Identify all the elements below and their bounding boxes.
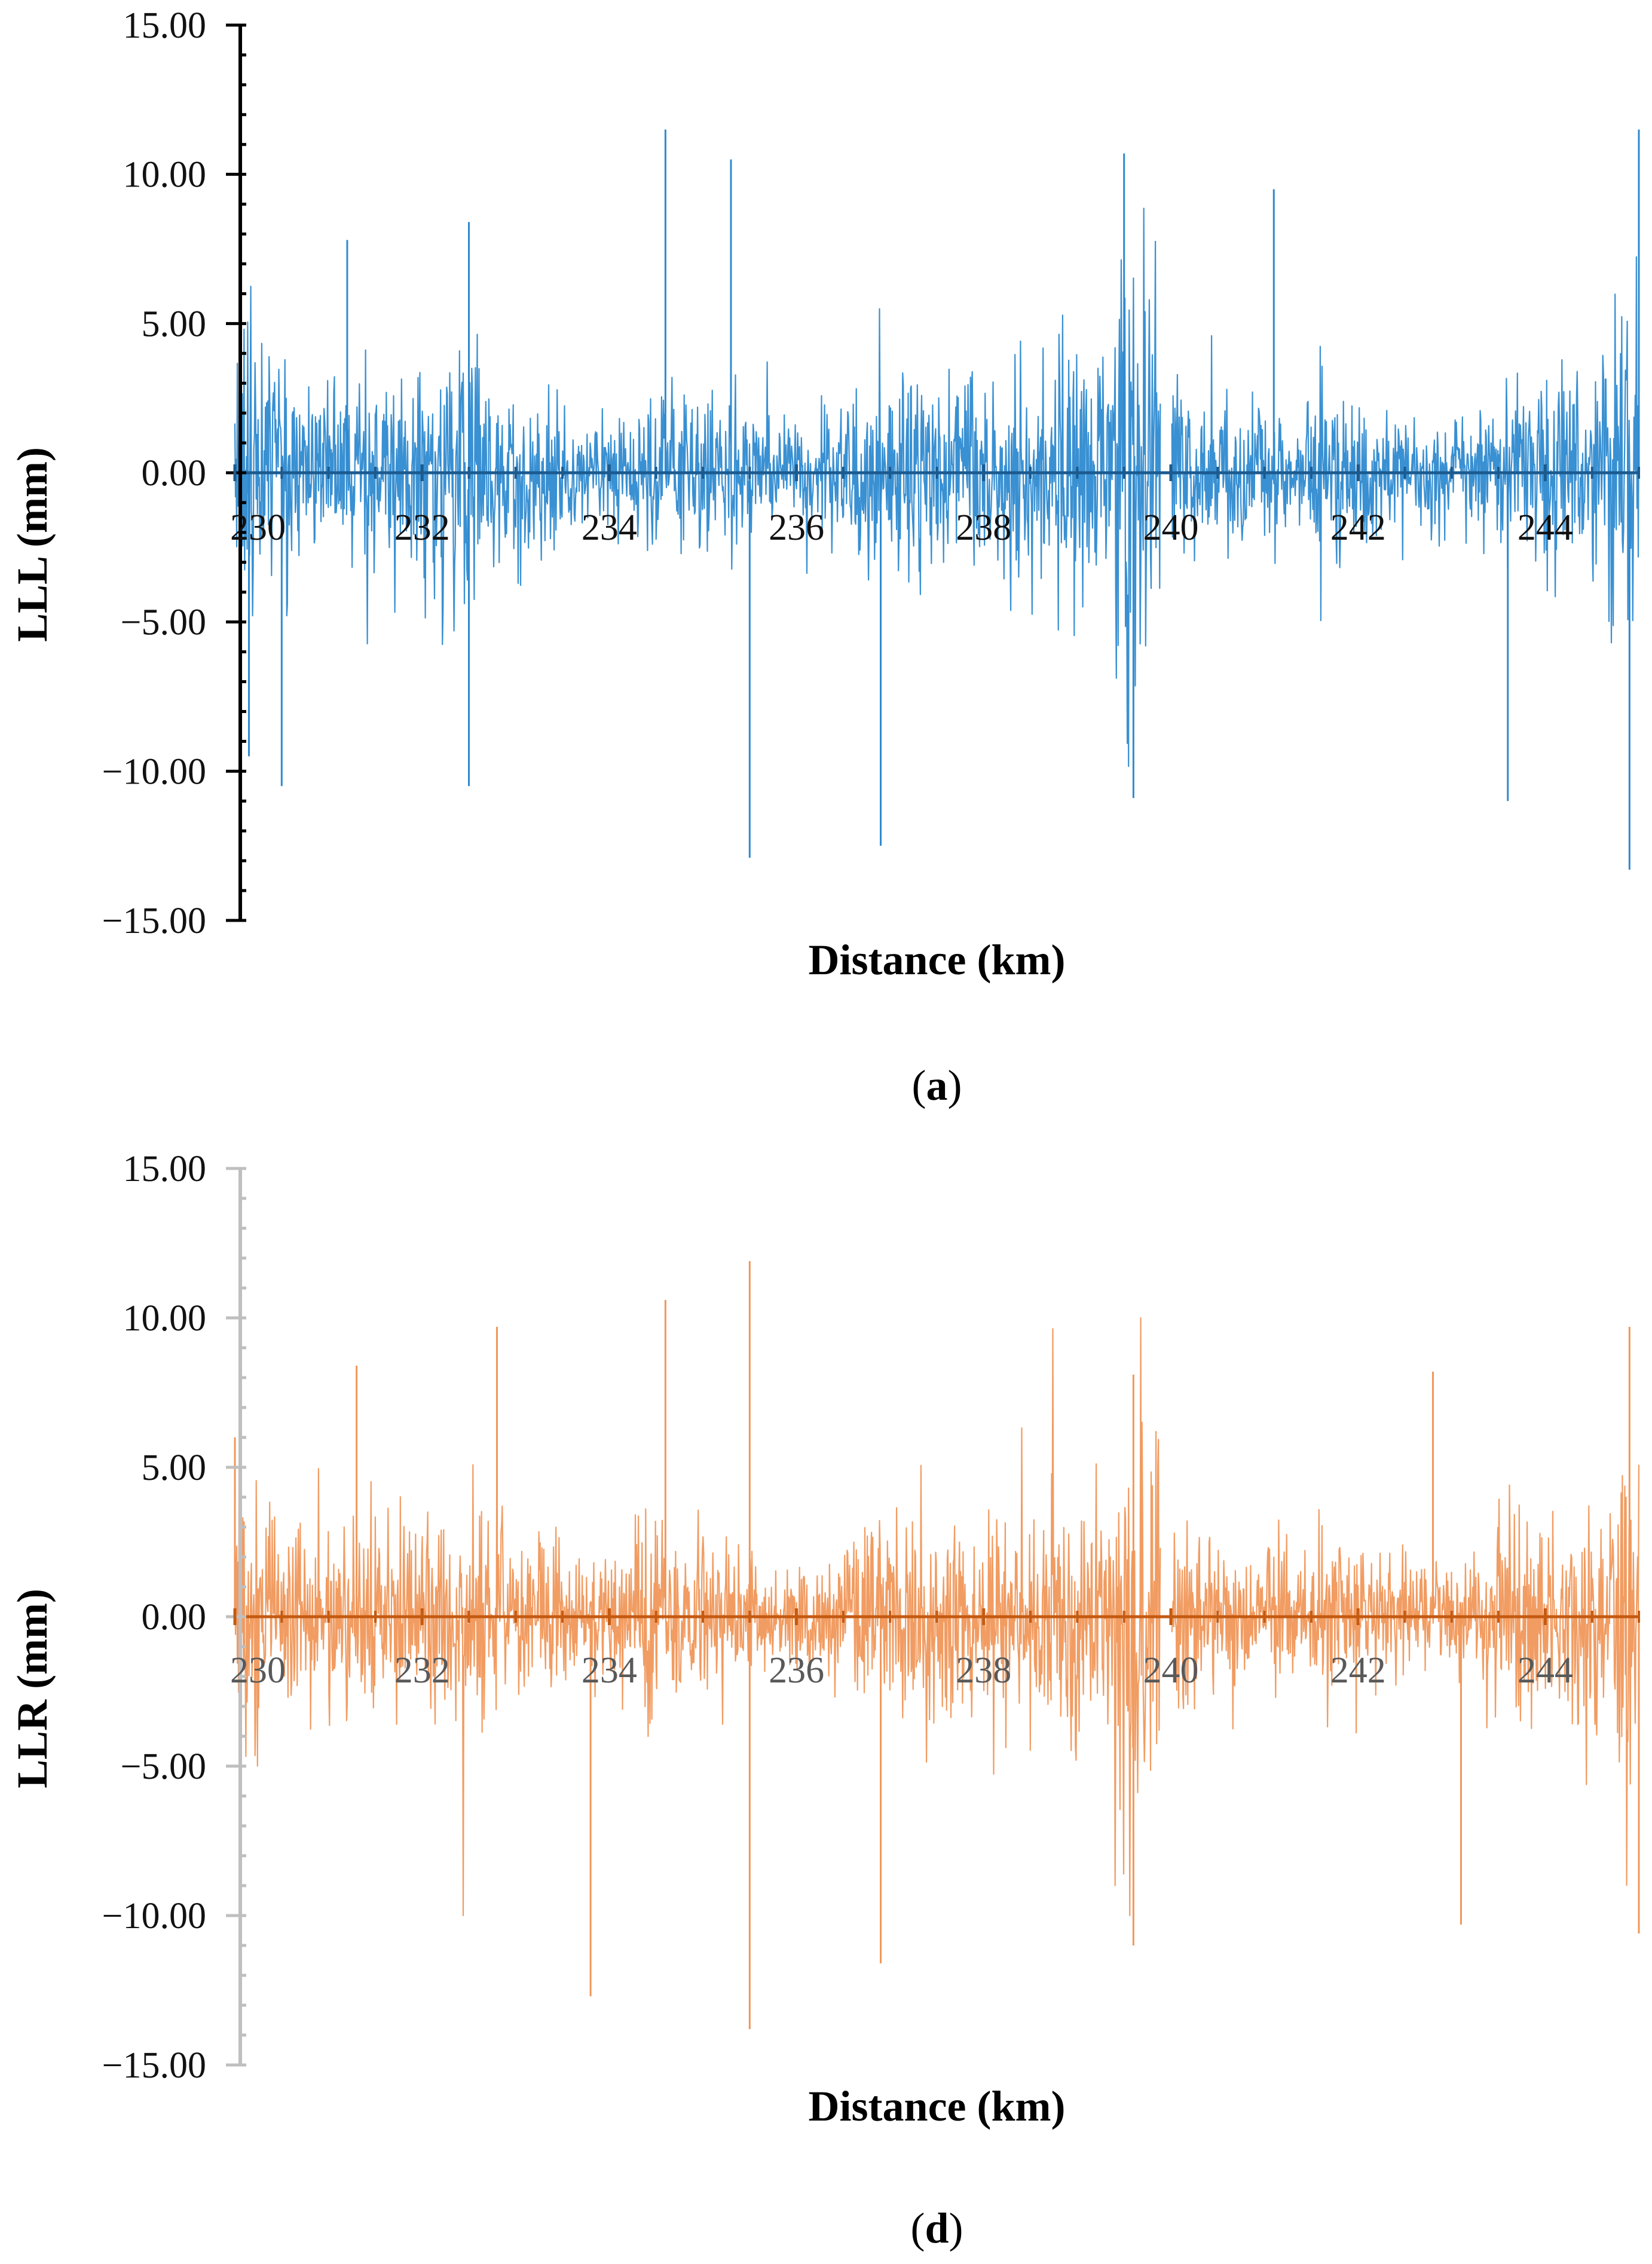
y-tick-label: 10.00 [123, 1298, 207, 1339]
lll-signal-series [234, 129, 1640, 870]
y-tick-label: 5.00 [142, 304, 207, 344]
panel-caption: (d) [910, 2204, 963, 2252]
x-axis-title: Distance (km) [809, 2082, 1066, 2130]
y-axis-tick-labels: 15.00 10.00 5.00 0.00 −5.00 −10.00 −15.0… [102, 1149, 206, 2086]
panel-caption: (a) [912, 1061, 962, 1109]
y-tick-label: 10.00 [123, 155, 207, 195]
x-tick-label: 238 [956, 1650, 1011, 1691]
x-tick-label: 230 [230, 507, 286, 548]
x-tick-label: 232 [394, 1650, 450, 1691]
llr-signal-series [234, 1261, 1640, 2029]
x-axis-tick-labels: 230 232 234 236 238 240 242 244 [230, 1650, 1573, 1691]
y-tick-label: −10.00 [102, 751, 206, 792]
y-tick-label: −5.00 [121, 1746, 206, 1787]
x-tick-label: 230 [230, 1650, 286, 1691]
y-tick-label: −10.00 [102, 1896, 206, 1936]
y-tick-label: 0.00 [142, 1597, 207, 1638]
x-tick-label: 238 [956, 507, 1011, 548]
x-tick-label: 244 [1518, 507, 1573, 548]
x-tick-label: 244 [1518, 1650, 1573, 1691]
panel-caption-letter: d [925, 2204, 949, 2252]
x-axis-title: Distance (km) [809, 936, 1066, 984]
y-tick-label: 15.00 [123, 1149, 207, 1189]
signal-trace [234, 1317, 1640, 1917]
y-axis [226, 1167, 246, 2067]
x-tick-label: 234 [582, 1650, 637, 1691]
y-tick-label: −15.00 [102, 2045, 206, 2086]
y-axis-title: LLL (mm) [8, 447, 56, 642]
y-tick-label: −15.00 [102, 901, 206, 941]
x-tick-label: 236 [769, 507, 824, 548]
x-tick-label: 240 [1143, 1650, 1199, 1691]
x-tick-label: 234 [582, 507, 637, 548]
x-tick-label: 236 [769, 1650, 824, 1691]
signal-trace [234, 207, 1640, 767]
x-axis-ticks [233, 1608, 1640, 1625]
panel-caption-letter: a [926, 1061, 948, 1109]
x-axis-ticks [233, 464, 1640, 481]
y-tick-label: −5.00 [121, 602, 206, 643]
y-axis-title: LLR (mm) [8, 1589, 56, 1788]
x-tick-label: 240 [1143, 507, 1199, 548]
y-tick-label: 0.00 [142, 453, 207, 494]
chart-panel-d: 230 232 234 236 238 240 242 244 15.00 10… [8, 1149, 1640, 2252]
x-axis-tick-labels: 230 232 234 236 238 240 242 244 [230, 507, 1573, 548]
y-tick-label: 5.00 [142, 1448, 207, 1488]
y-axis-tick-labels: 15.00 10.00 5.00 0.00 −5.00 −10.00 −15.0… [102, 5, 206, 941]
x-tick-label: 242 [1330, 1650, 1386, 1691]
y-tick-label: 15.00 [123, 5, 207, 46]
chart-panel-a: 230 232 234 236 238 240 242 244 15.00 10… [8, 5, 1640, 1109]
x-tick-label: 242 [1330, 507, 1386, 548]
x-tick-label: 232 [394, 507, 450, 548]
y-axis [226, 23, 246, 922]
